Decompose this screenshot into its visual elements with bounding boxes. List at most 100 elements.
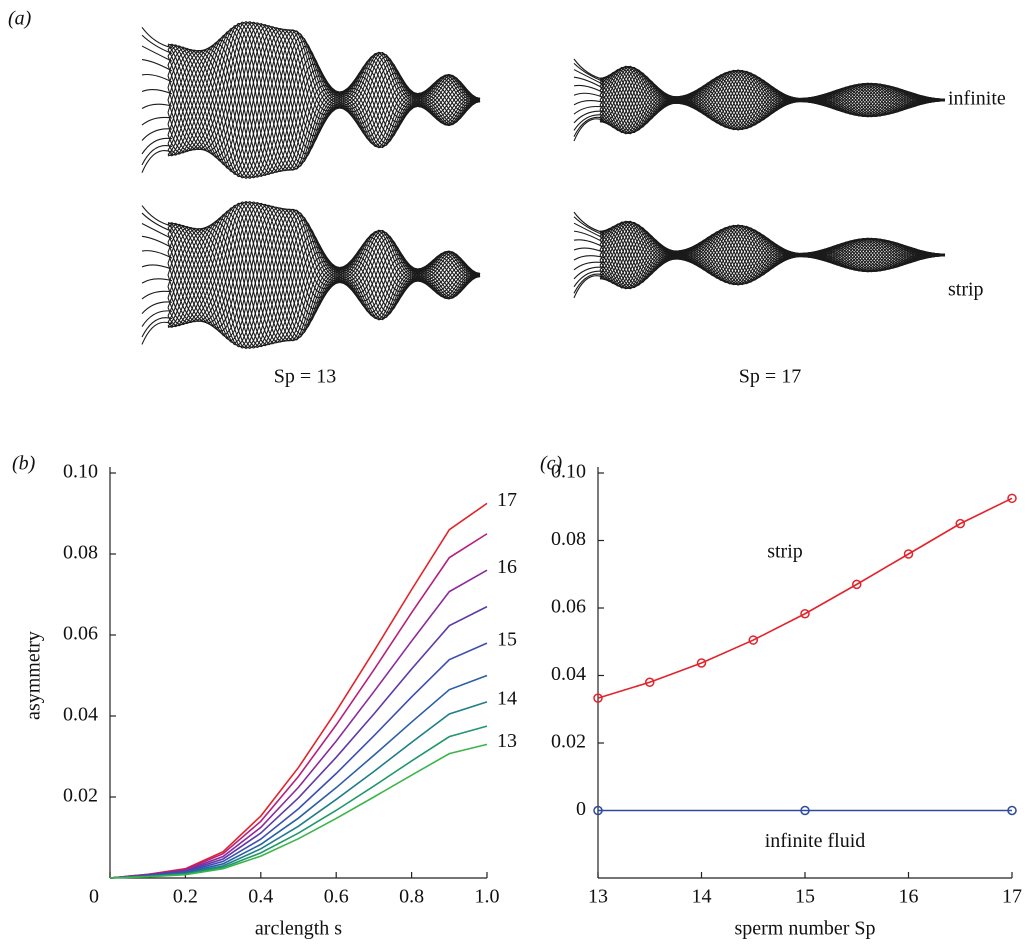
waveform-line xyxy=(167,207,481,342)
waveform-fringe xyxy=(141,128,173,141)
waveform-fringe xyxy=(141,250,173,259)
point-marker xyxy=(1007,493,1017,504)
waveform-line xyxy=(599,69,945,125)
waveform-fringe xyxy=(573,273,605,294)
y-tick-label: 0.04 xyxy=(551,663,586,685)
panel-label: (c) xyxy=(540,453,563,475)
x-axis-label: arclength s xyxy=(255,918,342,940)
y-tick-label: 0.02 xyxy=(63,785,98,807)
waveform-line xyxy=(167,27,481,171)
waveform-fringe xyxy=(141,301,173,315)
waveform-fringe xyxy=(573,222,605,239)
waveform-line xyxy=(167,28,481,174)
waveform-line xyxy=(599,224,945,282)
waveform-line xyxy=(167,211,481,344)
y-tick-label: 0.06 xyxy=(63,623,98,645)
sperm-number-label: Sp = 17 xyxy=(739,366,801,388)
condition-label: infinite xyxy=(948,88,1006,110)
waveform-fringe xyxy=(141,103,173,109)
waveform-fringe xyxy=(573,69,605,86)
point-marker xyxy=(645,677,655,687)
waveform-fringe xyxy=(573,266,605,280)
condition-label: strip xyxy=(948,279,984,301)
y-tick-label: 0.08 xyxy=(63,542,98,564)
x-tick-label: 15 xyxy=(795,886,815,908)
waveform-line xyxy=(599,222,946,285)
point-marker xyxy=(593,805,603,816)
waveform-line xyxy=(167,208,481,343)
series-line xyxy=(597,497,1013,699)
waveform-fringe xyxy=(141,26,173,49)
x-tick-label: 1.0 xyxy=(475,886,500,908)
waveform-line xyxy=(167,208,481,348)
waveform-fringe xyxy=(573,230,605,244)
waveform-fringe xyxy=(573,255,605,261)
x-axis-label: sperm number Sp xyxy=(734,918,875,940)
x-tick-label: 0.6 xyxy=(324,886,349,908)
waveform-line xyxy=(167,28,481,176)
waveform-line xyxy=(167,207,481,344)
y-tick-label: 0.06 xyxy=(551,596,586,618)
y-tick-label: 0.02 xyxy=(551,731,586,753)
waveform-line xyxy=(167,21,481,171)
point-marker xyxy=(955,518,965,529)
y-tick-label: 0.04 xyxy=(63,704,98,726)
point-marker xyxy=(1007,805,1017,816)
curve-label: 16 xyxy=(497,556,517,578)
waveform-fringe xyxy=(141,137,173,155)
waveform-fringe xyxy=(573,92,605,99)
waveform-fringe xyxy=(141,290,173,300)
waveform-fringe xyxy=(573,58,605,81)
waveform-line xyxy=(167,22,481,171)
series-label: infinite fluid xyxy=(765,830,866,852)
curve-label: 13 xyxy=(497,730,517,752)
waveform-fringe xyxy=(141,310,173,327)
point-marker xyxy=(903,549,914,559)
waveform-fringe xyxy=(141,317,173,338)
waveform-fringe xyxy=(141,264,173,270)
series-label: strip xyxy=(767,541,803,563)
waveform-fringe xyxy=(573,116,605,137)
waveform-line xyxy=(599,67,946,130)
series-line xyxy=(109,725,488,879)
point-marker xyxy=(696,658,707,668)
x-tick-label: 0.8 xyxy=(399,886,424,908)
waveform-line xyxy=(167,24,481,172)
waveform-line xyxy=(167,29,481,178)
y-axis-label: asymmetry xyxy=(23,631,45,720)
point-marker xyxy=(852,579,862,590)
waveform-line xyxy=(599,225,946,288)
waveform-line xyxy=(599,224,945,281)
waveform-fringe xyxy=(141,45,173,62)
series-line xyxy=(109,502,488,879)
waveform-line xyxy=(167,208,481,346)
x-tick-label: 0.4 xyxy=(248,886,273,908)
waveform-fringe xyxy=(141,278,173,284)
point-marker xyxy=(748,635,758,645)
series-line xyxy=(109,642,488,879)
y-tick-label: 0 xyxy=(576,798,586,820)
x-tick-label: 0.2 xyxy=(173,886,198,908)
waveform-fringe xyxy=(573,211,605,234)
waveform-line xyxy=(167,206,481,343)
waveform-fringe xyxy=(141,150,173,173)
waveform-fringe xyxy=(141,58,173,72)
waveform-line xyxy=(167,204,481,342)
waveform-fringe xyxy=(141,89,173,95)
waveform-fringe xyxy=(573,270,605,288)
series-line xyxy=(109,701,488,879)
waveform-line xyxy=(167,26,481,168)
waveforms xyxy=(141,20,946,350)
waveform-line xyxy=(599,221,946,283)
waveform-line xyxy=(167,208,481,349)
x-tick-label: 14 xyxy=(692,886,712,908)
waveform-line xyxy=(599,70,946,133)
y-tick-label: 0.08 xyxy=(551,528,586,550)
waveform-fringe xyxy=(573,84,605,94)
waveform-fringe xyxy=(141,235,173,249)
curve-label: 17 xyxy=(497,489,517,511)
waveform-line xyxy=(599,66,946,128)
waveform-fringe xyxy=(573,63,605,83)
waveform-fringe xyxy=(573,76,605,90)
